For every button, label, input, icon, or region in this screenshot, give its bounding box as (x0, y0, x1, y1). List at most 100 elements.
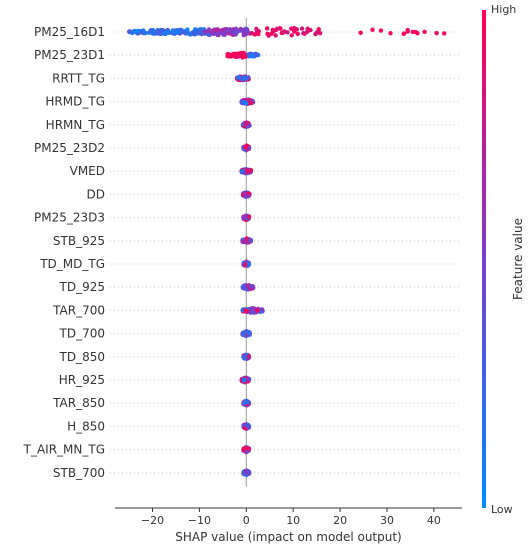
data-point (254, 26, 259, 32)
feature-label: STB_925 (53, 234, 105, 248)
data-point (405, 27, 410, 33)
data-point (240, 168, 245, 174)
feature-label: TD_700 (59, 327, 105, 341)
data-point (206, 27, 212, 32)
x-tick-label: −20 (141, 514, 164, 527)
data-point (185, 27, 190, 32)
feature-label: HR_925 (59, 373, 105, 387)
x-tick-label: 20 (333, 514, 347, 527)
feature-label: VMED (70, 164, 105, 178)
data-point (370, 27, 375, 32)
data-point (242, 261, 248, 267)
data-point (236, 75, 241, 80)
colorbar-high-label: High (491, 3, 516, 16)
data-point (242, 239, 247, 244)
data-point (254, 52, 259, 58)
data-point (308, 27, 313, 33)
feature-label: T_AIR_MN_TG (23, 443, 105, 457)
x-tick-label: 40 (427, 514, 441, 527)
data-point (175, 30, 180, 35)
feature-label: PM25_23D1 (34, 48, 105, 62)
data-point (232, 30, 238, 36)
data-point (245, 27, 250, 33)
data-point (243, 75, 249, 81)
feature-label: TD_MD_TG (39, 257, 105, 271)
data-point (442, 31, 447, 36)
feature-label: HRMD_TG (45, 95, 105, 109)
data-point (248, 169, 253, 174)
feature-label: STB_700 (53, 466, 105, 480)
data-point (401, 31, 406, 37)
data-point (241, 285, 247, 291)
data-point (273, 33, 278, 38)
data-point (245, 283, 251, 288)
feature-label: PM25_16D1 (34, 25, 105, 39)
data-point (274, 26, 280, 32)
data-point (264, 26, 270, 31)
data-point (240, 330, 246, 336)
data-point (170, 28, 175, 33)
data-point (266, 33, 271, 38)
data-point (228, 29, 233, 35)
x-axis-title: SHAP value (impact on model output) (175, 530, 402, 544)
feature-label: PM25_23D3 (34, 211, 105, 225)
feature-label: HRMN_TG (46, 118, 105, 132)
feature-label: H_850 (67, 419, 105, 433)
data-point (278, 26, 283, 31)
data-point (135, 28, 141, 34)
feature-label: PM25_23D2 (34, 141, 105, 155)
data-point (243, 101, 249, 106)
data-point (245, 193, 251, 199)
data-point (222, 32, 228, 37)
data-point (295, 31, 300, 37)
data-point (299, 26, 305, 31)
data-point (245, 97, 250, 103)
x-tick-label: 30 (380, 514, 394, 527)
x-ticks: −20 −10 0 10 20 30 40 (141, 508, 441, 527)
data-point (187, 32, 192, 37)
feature-label: RRTT_TG (52, 71, 105, 85)
data-point (156, 29, 161, 35)
data-point (238, 28, 243, 33)
colorbar (482, 10, 486, 508)
data-point (215, 27, 220, 33)
data-point (249, 31, 255, 36)
x-tick-label: 10 (286, 514, 300, 527)
data-point (246, 354, 252, 359)
data-point (250, 284, 255, 289)
data-point (388, 31, 393, 36)
data-point (292, 29, 297, 34)
colorbar-low-label: Low (491, 503, 513, 516)
data-point (211, 31, 216, 36)
data-point (248, 100, 254, 106)
data-point (245, 469, 250, 474)
data-point (415, 31, 420, 36)
data-point (203, 29, 208, 35)
data-point (246, 214, 252, 220)
data-point (163, 31, 168, 37)
data-point (194, 31, 199, 36)
data-point (378, 28, 384, 33)
data-point (180, 29, 185, 35)
feature-labels: PM25_16D1 PM25_23D1 RRTT_TG HRMD_TG HRMN_TG P… (23, 25, 105, 480)
data-points (127, 26, 447, 478)
data-point (358, 30, 363, 35)
data-point (255, 308, 260, 313)
data-point (410, 29, 416, 35)
data-point (289, 33, 294, 38)
data-point (227, 52, 232, 58)
data-point (148, 28, 153, 33)
data-point (241, 32, 246, 38)
feature-label: TD_925 (59, 280, 105, 294)
colorbar-title: Feature value (511, 218, 525, 300)
data-point (271, 28, 276, 34)
data-point (291, 26, 297, 31)
data-point (248, 238, 253, 243)
data-point (239, 51, 244, 56)
x-tick-label: −10 (188, 514, 211, 527)
data-point (242, 122, 248, 128)
data-point (243, 145, 248, 150)
data-point (241, 54, 246, 59)
data-point (222, 27, 227, 32)
